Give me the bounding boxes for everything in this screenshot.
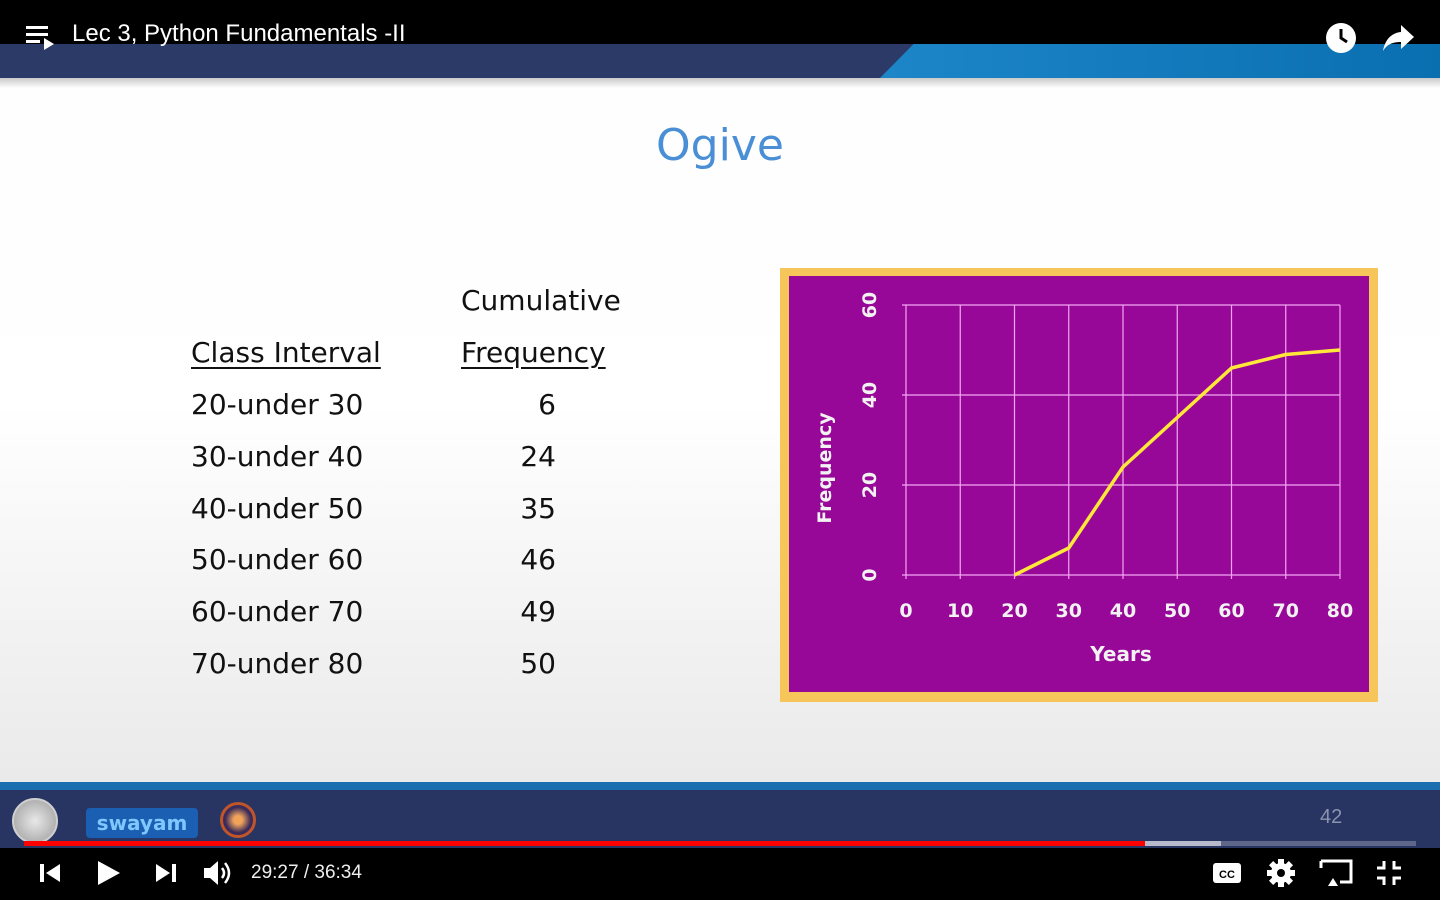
gear-icon[interactable] (1266, 858, 1296, 893)
cc-label: CC (1219, 869, 1235, 881)
time-display: 29:27 / 36:34 (251, 862, 362, 883)
x-tick-label: 40 (1110, 600, 1136, 622)
y-tick-label: 60 (859, 292, 881, 318)
table-row-interval: 60-under 70 (191, 595, 364, 628)
playlist-icon[interactable] (26, 24, 56, 57)
player-top-bar (0, 0, 1440, 44)
x-tick-label: 50 (1164, 600, 1190, 622)
x-tick-label: 30 (1056, 600, 1082, 622)
cumulative-header: Cumulative (461, 284, 621, 317)
video-title[interactable]: Lec 3, Python Fundamentals -II (72, 20, 406, 47)
ogive-line (1013, 348, 1341, 577)
table-row-interval: 70-under 80 (191, 647, 364, 680)
table-row-frequency: 24 (520, 440, 556, 473)
y-tick-label: 20 (859, 472, 881, 498)
table-row-interval: 20-under 30 (191, 388, 364, 421)
slide-footer-accent (0, 782, 1440, 790)
skip-previous-icon[interactable] (38, 861, 64, 890)
emblem-logo (220, 802, 256, 838)
institute-logo (12, 798, 58, 844)
cc-icon[interactable]: CC (1212, 860, 1242, 891)
ogive-chart: 0 10 20 30 40 50 60 70 80 0 20 40 60 Years Frequency (814, 292, 1353, 666)
x-axis-label: Years (1089, 642, 1151, 666)
x-tick-label: 10 (947, 600, 973, 622)
slide-header-shadow (0, 78, 1440, 88)
y-axis-label: Frequency (814, 412, 836, 524)
x-tick-label: 20 (1001, 600, 1027, 622)
class-interval-header: Class Interval (191, 336, 381, 369)
y-tick-label: 0 (859, 568, 881, 581)
x-tick-label: 0 (899, 600, 912, 622)
cast-icon[interactable] (1318, 858, 1354, 893)
skip-next-icon[interactable] (152, 861, 178, 890)
x-tick-label: 80 (1327, 600, 1353, 622)
table-row-interval: 50-under 60 (191, 543, 364, 576)
chart-panel (789, 276, 1369, 692)
volume-icon[interactable] (202, 858, 234, 893)
table-row-interval: 40-under 50 (191, 492, 364, 525)
table-row-frequency: 50 (520, 647, 556, 680)
table-row-interval: 30-under 40 (191, 440, 364, 473)
player-controls (0, 848, 1440, 900)
table-row-frequency: 49 (520, 595, 556, 628)
x-tick-label: 70 (1273, 600, 1299, 622)
slide-title: Ogive (656, 120, 784, 171)
progress-bar[interactable] (24, 841, 1416, 846)
x-tick-label: 60 (1218, 600, 1244, 622)
fullscreen-exit-icon[interactable] (1376, 860, 1402, 891)
progress-played (24, 841, 1145, 846)
y-tick-label: 40 (859, 382, 881, 408)
slide-number: 42 (1320, 806, 1343, 828)
frequency-header: Frequency (461, 336, 606, 369)
swayam-logo: swayam (86, 808, 198, 838)
table-row-frequency: 46 (520, 543, 556, 576)
table-row-frequency: 6 (538, 388, 556, 421)
table-row-frequency: 35 (520, 492, 556, 525)
share-icon[interactable] (1382, 23, 1416, 58)
play-icon[interactable] (95, 859, 123, 892)
clock-icon[interactable] (1324, 21, 1358, 60)
